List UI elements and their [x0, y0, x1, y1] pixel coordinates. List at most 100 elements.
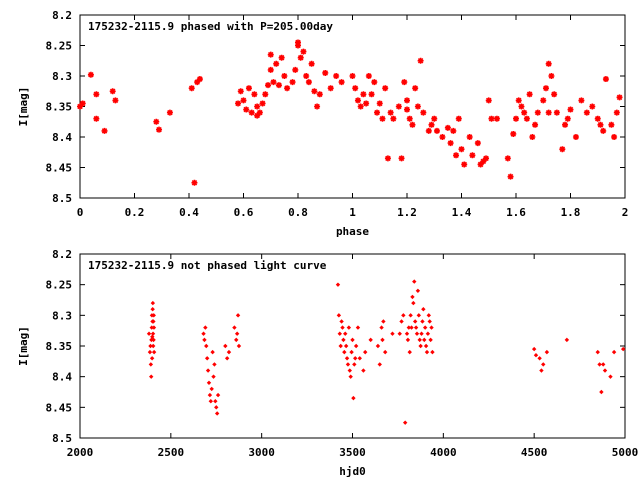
data-point	[611, 134, 618, 140]
data-point	[275, 82, 282, 89]
x-tick-label: 4000	[430, 446, 457, 459]
data-point	[420, 319, 425, 324]
x-tick-label: 1	[349, 206, 356, 219]
data-point	[237, 88, 244, 95]
data-point	[188, 85, 195, 92]
data-point	[204, 356, 210, 361]
data-point	[533, 353, 539, 358]
data-point	[349, 349, 354, 355]
data-point	[408, 313, 413, 318]
data-point	[379, 115, 386, 122]
data-point	[101, 127, 108, 134]
data-point	[340, 325, 345, 330]
data-point	[466, 134, 473, 140]
data-point	[357, 103, 364, 110]
x-tick-label: 2	[622, 206, 629, 219]
data-point	[608, 121, 615, 128]
data-point	[93, 115, 100, 122]
data-point	[415, 288, 421, 293]
data-point	[405, 337, 411, 343]
data-point	[423, 343, 429, 349]
data-point	[417, 57, 424, 64]
data-point	[513, 115, 519, 122]
data-point	[346, 325, 352, 330]
x-tick-label: 3500	[339, 446, 366, 459]
y-tick-label: 8.3	[52, 70, 72, 83]
data-point	[526, 91, 533, 98]
data-point	[380, 337, 385, 343]
x-tick-label: 3000	[248, 446, 275, 459]
data-point	[245, 85, 252, 92]
data-point	[146, 331, 152, 336]
data-point	[223, 343, 228, 349]
data-point	[205, 368, 211, 373]
data-point	[409, 325, 414, 330]
data-point	[156, 126, 163, 133]
data-point	[483, 155, 490, 162]
y-tick-label: 8.2	[52, 248, 72, 261]
data-point	[412, 85, 419, 92]
data-point	[335, 282, 341, 287]
x-tick-label: 4500	[521, 446, 548, 459]
phased-plot-frame	[79, 14, 626, 199]
data-point	[595, 349, 600, 355]
unphased-plot-frame	[79, 253, 626, 439]
data-point	[416, 313, 422, 318]
data-point	[151, 325, 157, 330]
data-point	[371, 79, 378, 86]
data-point	[410, 294, 415, 300]
data-point	[390, 115, 397, 122]
data-point	[202, 337, 207, 343]
data-point	[418, 343, 423, 349]
data-point	[412, 279, 417, 284]
data-point	[387, 109, 394, 116]
data-point	[406, 115, 413, 122]
data-point	[414, 331, 420, 336]
data-point	[455, 115, 462, 122]
data-point	[270, 79, 277, 86]
data-point	[342, 349, 347, 355]
data-point	[214, 405, 219, 410]
unphased-x-axis-label: hjd0	[339, 465, 366, 478]
phased-axis-ticks: 0 0.2 0.4 0.6 0.8 1 1.2 1.4 1.6 1.8 2 8.2 8.25 8.3 8.3…	[46, 9, 629, 219]
data-point	[278, 54, 285, 61]
data-point	[87, 71, 94, 78]
data-point	[297, 54, 304, 61]
data-point	[404, 97, 410, 104]
data-point	[303, 73, 310, 79]
data-point	[616, 94, 623, 101]
data-point	[430, 349, 435, 355]
x-tick-label: 2000	[67, 446, 94, 459]
unphased-chart-title: 175232-2115.9 not phased light curve	[88, 259, 327, 272]
data-point	[215, 392, 221, 398]
data-point	[515, 97, 522, 104]
data-point	[254, 112, 261, 119]
y-tick-label: 8.5	[52, 192, 72, 205]
data-point	[379, 325, 384, 330]
data-point	[447, 140, 454, 147]
data-point	[453, 152, 460, 159]
data-point	[420, 109, 427, 116]
data-point	[243, 106, 250, 113]
data-point	[545, 109, 552, 116]
phased-x-axis-label: phase	[336, 225, 369, 238]
data-point	[240, 97, 247, 104]
data-point	[444, 124, 451, 131]
data-point	[338, 79, 345, 86]
data-point	[305, 79, 312, 86]
data-point	[314, 103, 321, 110]
phased-chart-title: 175232-2115.9 phased with P=205.00day	[88, 20, 333, 33]
data-point	[265, 82, 272, 89]
data-point	[384, 155, 391, 162]
data-point	[450, 127, 457, 134]
data-point	[589, 103, 596, 110]
data-point	[480, 158, 487, 165]
data-point	[361, 368, 366, 373]
data-point	[406, 325, 412, 330]
data-point	[201, 331, 206, 336]
data-point	[518, 103, 525, 110]
y-tick-label: 8.45	[46, 401, 73, 414]
data-point	[150, 307, 155, 312]
x-tick-label: 5000	[612, 446, 639, 459]
data-point	[422, 325, 428, 330]
